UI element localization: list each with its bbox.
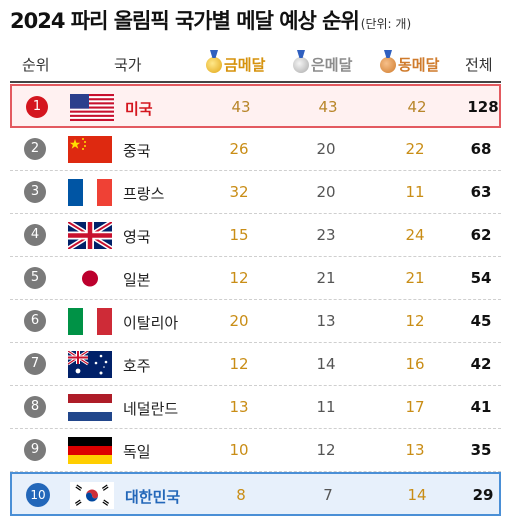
ranking-table: 1 미국 43 43 42 128 2 중국 26 20 22 68 3 xyxy=(10,84,501,516)
title-text: 2024 파리 올림픽 국가별 메달 예상 순위 xyxy=(10,9,360,33)
country-name: 프랑스 xyxy=(123,185,165,203)
silver-count: 14 xyxy=(316,355,336,373)
table-row: 6 이탈리아 20 13 12 45 xyxy=(10,300,501,343)
gold-count: 8 xyxy=(236,486,246,504)
gold-count: 15 xyxy=(229,226,249,244)
table-header: 순위 국가 금메달 은메달 동메달 전체 xyxy=(10,40,501,82)
country-name: 독일 xyxy=(123,443,151,461)
total-count: 35 xyxy=(470,441,492,459)
country-name: 네덜란드 xyxy=(123,400,179,418)
uk-flag-icon xyxy=(68,222,112,249)
rank-badge: 10 xyxy=(26,483,50,507)
usa-flag-icon xyxy=(70,94,114,121)
bronze-count: 21 xyxy=(405,269,425,287)
germany-flag-icon xyxy=(68,437,112,464)
table-row: 1 미국 43 43 42 128 xyxy=(10,84,501,128)
table-row: 3 프랑스 32 20 11 63 xyxy=(10,171,501,214)
page-title: 2024 파리 올림픽 국가별 메달 예상 순위 (단위: 개) xyxy=(10,5,411,35)
header-rank: 순위 xyxy=(22,56,50,74)
total-count: 128 xyxy=(467,98,499,116)
silver-count: 7 xyxy=(323,486,333,504)
rank-badge: 6 xyxy=(24,310,46,332)
table-row: 9 독일 10 12 13 35 xyxy=(10,429,501,472)
france-flag-icon xyxy=(68,179,112,206)
total-count: 45 xyxy=(470,312,492,330)
bronze-count: 11 xyxy=(405,183,425,201)
bronze-count: 22 xyxy=(405,140,425,158)
bronze-count: 42 xyxy=(407,98,427,116)
rank-badge: 8 xyxy=(24,396,46,418)
total-count: 68 xyxy=(470,140,492,158)
header-country: 국가 xyxy=(114,56,142,74)
bronze-count: 14 xyxy=(407,486,427,504)
gold-count: 43 xyxy=(231,98,251,116)
bronze-count: 12 xyxy=(405,312,425,330)
rank-badge: 7 xyxy=(24,353,46,375)
country-name: 호주 xyxy=(123,357,151,375)
country-name: 일본 xyxy=(123,271,151,289)
korea-flag-icon xyxy=(70,482,114,509)
gold-count: 12 xyxy=(229,355,249,373)
rank-badge: 9 xyxy=(24,439,46,461)
china-flag-icon xyxy=(68,136,112,163)
unit-label: (단위: 개) xyxy=(360,17,412,31)
gold-count: 12 xyxy=(229,269,249,287)
gold-count: 20 xyxy=(229,312,249,330)
country-name: 중국 xyxy=(123,142,151,160)
table-row: 10 대한민국 8 7 14 29 xyxy=(10,472,501,516)
silver-count: 20 xyxy=(316,140,336,158)
gold-count: 26 xyxy=(229,140,249,158)
table-row: 4 영국 15 23 24 62 xyxy=(10,214,501,257)
total-count: 29 xyxy=(472,486,494,504)
japan-flag-icon xyxy=(68,265,112,292)
rank-badge: 2 xyxy=(24,138,46,160)
bronze-count: 17 xyxy=(405,398,425,416)
header-divider xyxy=(10,81,501,83)
country-name: 이탈리아 xyxy=(123,314,179,332)
bronze-medal-icon xyxy=(380,57,396,73)
country-name: 대한민국 xyxy=(125,488,181,506)
header-total: 전체 xyxy=(465,56,493,74)
silver-count: 13 xyxy=(316,312,336,330)
gold-count: 10 xyxy=(229,441,249,459)
gold-count: 13 xyxy=(229,398,249,416)
silver-count: 12 xyxy=(316,441,336,459)
country-name: 영국 xyxy=(123,228,151,246)
total-count: 42 xyxy=(470,355,492,373)
italy-flag-icon xyxy=(68,308,112,335)
australia-flag-icon xyxy=(68,351,112,378)
total-count: 54 xyxy=(470,269,492,287)
bronze-count: 16 xyxy=(405,355,425,373)
total-count: 62 xyxy=(470,226,492,244)
header-gold: 금메달 xyxy=(206,54,265,75)
silver-count: 23 xyxy=(316,226,336,244)
country-name: 미국 xyxy=(125,100,153,118)
bronze-count: 24 xyxy=(405,226,425,244)
rank-badge: 1 xyxy=(26,96,48,118)
table-row: 5 일본 12 21 21 54 xyxy=(10,257,501,300)
rank-badge: 5 xyxy=(24,267,46,289)
silver-count: 21 xyxy=(316,269,336,287)
gold-count: 32 xyxy=(229,183,249,201)
table-row: 7 호주 12 14 16 42 xyxy=(10,343,501,386)
bronze-count: 13 xyxy=(405,441,425,459)
rank-badge: 4 xyxy=(24,224,46,246)
header-silver: 은메달 xyxy=(293,54,352,75)
silver-medal-icon xyxy=(293,57,309,73)
table-row: 8 네덜란드 13 11 17 41 xyxy=(10,386,501,429)
gold-medal-icon xyxy=(206,57,222,73)
rank-badge: 3 xyxy=(24,181,46,203)
total-count: 63 xyxy=(470,183,492,201)
header-bronze: 동메달 xyxy=(380,54,439,75)
table-row: 2 중국 26 20 22 68 xyxy=(10,128,501,171)
silver-count: 43 xyxy=(318,98,338,116)
silver-count: 20 xyxy=(316,183,336,201)
silver-count: 11 xyxy=(316,398,336,416)
total-count: 41 xyxy=(470,398,492,416)
netherlands-flag-icon xyxy=(68,394,112,421)
